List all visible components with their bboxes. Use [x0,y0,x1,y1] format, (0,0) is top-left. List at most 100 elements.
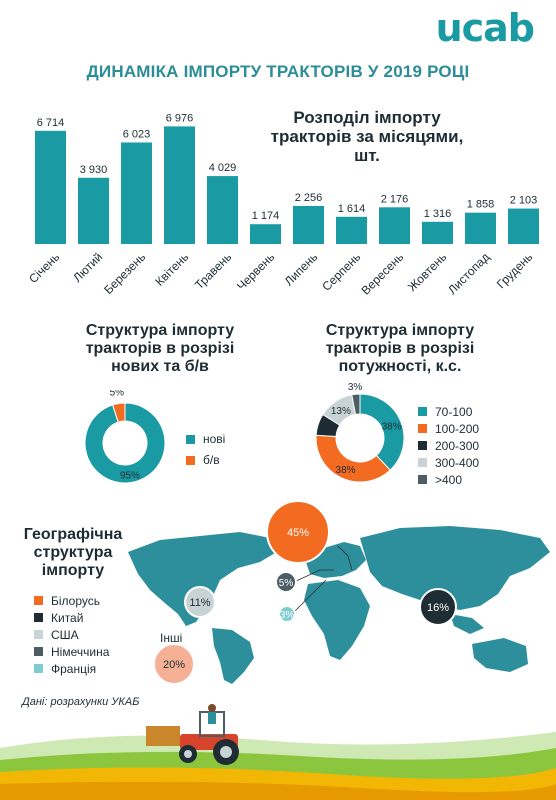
new-used-chart-title: Структура імпорту тракторів в розрізі но… [85,322,235,375]
legend-swatch [418,407,427,416]
legend-item-300-400: 300-400 [418,454,479,471]
legend-label: Білорусь [51,593,101,608]
power-legend: 70-100 100-200 200-300 300-400 >400 [418,403,479,488]
bar-value-label: 2 256 [295,192,323,204]
world-map [128,514,550,684]
legend-swatch [186,434,195,444]
farm-illustration [0,704,556,800]
legend-swatch [186,455,195,465]
legend-item-germany: Німеччина [34,643,109,660]
legend-item-new: нові [186,432,225,446]
geo-legend: Білорусь Китай США Німеччина Франція [34,592,109,677]
legend-label: Китай [51,610,84,625]
legend-swatch [34,613,43,622]
legend-swatch [418,458,427,467]
bar-value-label: 2 176 [381,193,409,205]
other-label: Інші [160,631,183,645]
bubble-Інші [153,643,195,685]
legend-item-over-400: >400 [418,471,479,488]
page-title: ДИНАМІКА ІМПОРТУ ТРАКТОРІВ У 2019 РОЦІ [86,62,470,81]
bar-value-label: 3 930 [80,164,108,176]
legend-swatch [34,630,43,639]
legend-swatch [418,441,427,450]
bar-value-label: 4 029 [209,162,237,174]
legend-item-belarus: Білорусь [34,592,109,609]
legend-label: 70-100 [435,404,473,419]
bar-value-label: 1 614 [338,203,366,215]
bar-Вересень [379,207,410,244]
bar-Травень [207,176,238,244]
new-used-donut: 95% 5% [84,390,166,484]
legend-swatch [34,664,43,673]
bubble-Китай [419,588,457,626]
south-america-shape [212,628,254,684]
africa-shape [304,580,370,660]
legend-swatch [418,424,427,433]
legend-label: США [51,627,79,642]
connector-line [337,545,353,571]
bubble-label: 45% [287,527,309,539]
legend-label: б/в [203,453,220,467]
bar-Серпень [336,216,367,244]
new-used-legend: нові б/в [186,432,225,467]
bar-chart-title: Розподіл імпорту тракторів за місяцями, … [270,108,464,165]
bar-Лютий [78,177,109,244]
legend-label: Франція [51,661,97,676]
ucab-logo: ucab [435,6,535,50]
connector-line [293,579,327,613]
bar-Січень [35,130,66,244]
legend-item-used: б/в [186,453,225,467]
bar-Липень [293,205,324,244]
bar-value-label: 6 023 [123,128,151,140]
legend-item-usa: США [34,626,109,643]
bar-Квітень [164,126,195,244]
bubble-Білорусь [266,500,330,564]
legend-label: Німеччина [51,644,110,659]
donut-value-label: 38% [336,465,356,476]
legend-label: 300-400 [435,455,480,470]
southeast-asia-shape [450,614,484,634]
power-chart-title: Структура імпорту тракторів в розрізі по… [325,322,475,375]
legend-label: нові [203,432,226,446]
legend-swatch [34,596,43,605]
legend-item-france: Франція [34,660,109,677]
source-note: Дані: розрахунки УКАБ [22,696,140,708]
donut-value-label: 3% [348,382,363,393]
bar-value-label: 2 103 [510,195,538,207]
donut-value-label: 8% [320,423,335,434]
bubble-label: 3% [280,610,295,621]
legend-label: 200-300 [435,438,480,453]
bubble-Франція [278,605,296,623]
legend-label: 100-200 [435,421,480,436]
bar-Листопад [465,212,496,244]
bar-value-label: 6 976 [166,112,194,124]
bar-Червень [250,224,281,244]
geo-title: Географічна структура імпорту [23,526,123,579]
donut-value-label: 13% [331,406,351,417]
bubble-label: 20% [163,659,185,671]
bar-Березень [121,142,152,244]
bar-Грудень [508,208,539,244]
connector-line [293,569,334,583]
bubble-label: 16% [427,602,449,614]
donut-value-label: 95% [120,471,140,482]
power-donut: 38% 38% 8% 13% 3% [315,382,405,483]
bar-value-label: 1 316 [424,208,452,220]
australia-shape [472,638,528,672]
bubble-Німеччина [275,571,297,593]
legend-item-china: Китай [34,609,109,626]
bar-value-label: 6 714 [37,117,65,129]
legend-swatch [418,475,427,484]
north-america-shape [128,532,280,626]
bar-Жовтень [422,221,453,244]
donut-value-label: 5% [110,390,125,399]
bubble-США [184,586,216,618]
legend-swatch [34,647,43,656]
bubble-label: 11% [189,597,210,609]
bar-value-label: 1 858 [467,199,495,211]
bubble-label: 5% [279,578,294,589]
legend-item-70-100: 70-100 [418,403,479,420]
donut-hole [336,414,384,462]
